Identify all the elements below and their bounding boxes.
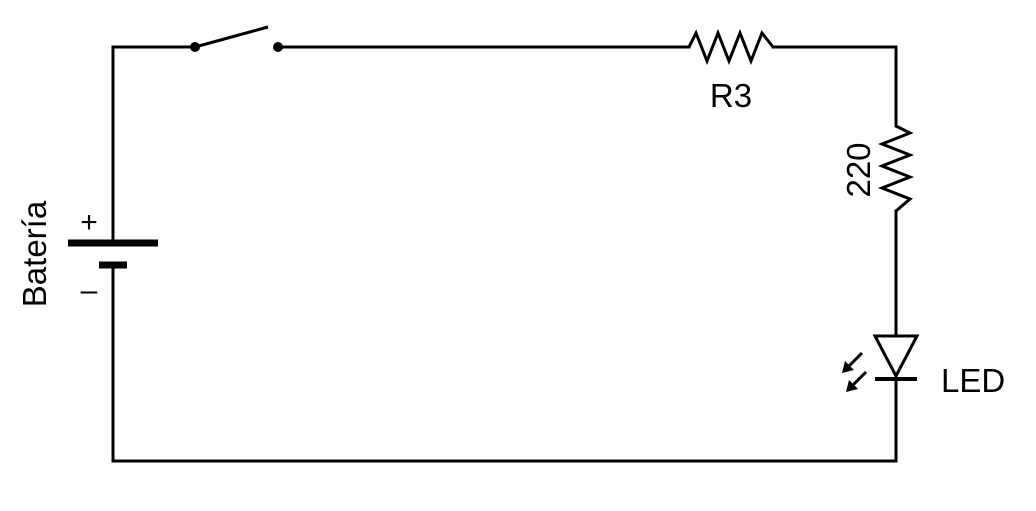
battery-label: Batería — [16, 200, 53, 307]
battery-minus-sign: – — [81, 274, 98, 307]
switch-lever — [194, 25, 269, 49]
resistor-r3-symbol — [687, 28, 775, 66]
battery-plus-sign: + — [80, 206, 98, 239]
battery-symbol — [68, 239, 158, 269]
led-triangle — [872, 334, 920, 380]
wires — [111, 45, 898, 463]
led-arrowhead-upper — [842, 361, 854, 373]
led-label: LED — [941, 362, 1005, 399]
led-symbol — [842, 334, 920, 392]
resistor-r3-label: R3 — [710, 77, 752, 114]
resistor-220-symbol — [877, 124, 915, 213]
led-arrowhead-lower — [846, 380, 858, 392]
switch-symbol — [190, 25, 283, 52]
resistor-220-label: 220 — [840, 142, 877, 197]
switch-right-contact — [273, 42, 283, 52]
